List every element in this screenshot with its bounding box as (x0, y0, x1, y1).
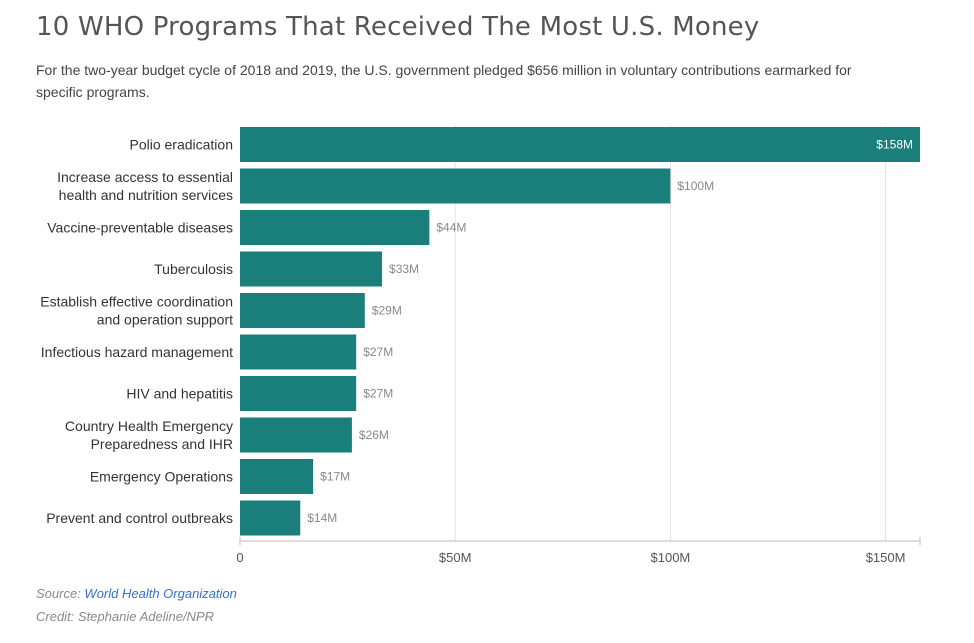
x-tick-label: $50M (439, 550, 472, 565)
bar (240, 500, 301, 536)
x-tick-label: 0 (236, 550, 243, 565)
bar (240, 127, 920, 162)
bar (240, 376, 357, 411)
value-label: $27M (363, 387, 393, 401)
x-tick-label: $150M (866, 550, 906, 565)
bar (240, 168, 671, 204)
x-tick-label: $100M (651, 550, 691, 565)
category-label: Preparedness and IHR (91, 436, 233, 452)
value-label: $158M (876, 138, 913, 152)
category-label: Country Health Emergency (65, 418, 233, 434)
value-label: $44M (436, 221, 466, 235)
value-label: $14M (307, 511, 337, 525)
category-label: Vaccine-preventable diseases (47, 220, 233, 236)
category-label: Polio eradication (129, 137, 233, 153)
credit-note: Credit: Stephanie Adeline/NPR (36, 609, 215, 624)
value-label: $33M (389, 262, 419, 276)
source-prefix: Source: (36, 586, 85, 601)
category-label: health and nutrition services (59, 187, 233, 203)
value-label: $29M (372, 304, 402, 318)
category-label: HIV and hepatitis (126, 386, 233, 402)
category-label: Tuberculosis (154, 261, 233, 277)
bar (240, 334, 357, 370)
source-note: Source: World Health Organization (36, 586, 237, 601)
chart-title: 10 WHO Programs That Received The Most U… (36, 12, 760, 42)
category-label: Prevent and control outbreaks (46, 510, 233, 526)
source-link[interactable]: World Health Organization (84, 586, 237, 601)
bar (240, 417, 352, 453)
bar (240, 293, 365, 328)
category-label: Infectious hazard management (41, 344, 233, 360)
chart-subtitle: For the two-year budget cycle of 2018 an… (36, 62, 852, 100)
category-label: Emergency Operations (90, 469, 233, 485)
bar (240, 210, 430, 245)
category-label: and operation support (97, 312, 233, 328)
value-label: $26M (359, 428, 389, 442)
bar (240, 459, 314, 494)
value-label: $17M (320, 470, 350, 484)
category-label: Increase access to essential (57, 169, 233, 185)
value-label: $27M (363, 345, 393, 359)
bar-chart: 0 $50M $100M $150M Polio eradication $158M Inc… (40, 125, 921, 565)
category-label: Establish effective coordination (40, 294, 233, 310)
value-label: $100M (677, 179, 714, 193)
bar (240, 251, 383, 287)
